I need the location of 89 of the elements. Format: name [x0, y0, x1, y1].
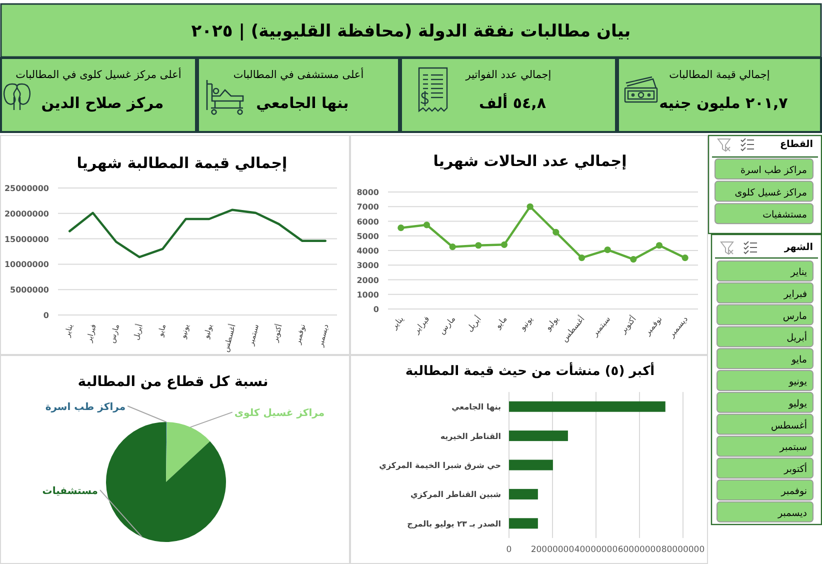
- button: مارس: [716, 304, 814, 326]
- x-tick-label: يوليو: [543, 314, 560, 333]
- y-tick-label: 4000: [356, 246, 380, 256]
- x-tick-label: نوفمبر: [642, 314, 664, 338]
- pie-slice: [106, 422, 226, 542]
- x-tick-label: فبراير: [411, 314, 432, 336]
- x-tick-label: مايو: [492, 314, 509, 332]
- text: الشهر: [783, 242, 813, 253]
- x-tick-label: 40000000: [574, 545, 618, 555]
- button: ديسمبر: [716, 501, 814, 522]
- y-tick-label: 5000: [356, 232, 380, 241]
- y-tick-label: بنها الجامعي: [452, 402, 501, 412]
- text: مركز صلاح الدين: [41, 94, 164, 112]
- button: فبراير: [716, 282, 814, 304]
- button: مراكز طب اسرة: [714, 158, 814, 180]
- bar: [509, 460, 553, 470]
- x-tick-label: يونيو: [517, 314, 535, 333]
- point: [552, 228, 560, 236]
- text: أعلى مستشفى في المطالبات: [233, 67, 364, 81]
- y-tick-label: 2000: [356, 276, 380, 285]
- button: مايو: [716, 348, 814, 370]
- x-tick-label: ديسمبر: [666, 314, 690, 340]
- text: إجمالي قيمة المطالبات: [669, 69, 770, 81]
- x-tick-label: 20000000: [530, 545, 574, 555]
- button: سبتمبر: [716, 436, 814, 457]
- text: ٥٤,٨ ألف: [478, 93, 546, 112]
- x-tick-label: يناير: [389, 314, 406, 332]
- y-tick-label: 8000: [356, 188, 380, 197]
- button: أكتوبر: [716, 458, 814, 479]
- point: [604, 246, 611, 254]
- point: [475, 242, 482, 249]
- text: بيان مطالبات نفقة الدولة (محافظة القليوبية) | ٢٠٢٥: [191, 22, 631, 42]
- point: [526, 203, 534, 210]
- pie-slice: [166, 422, 210, 482]
- point: [682, 254, 688, 262]
- point: [656, 242, 663, 249]
- x-tick-label: 60000000: [618, 545, 662, 555]
- slice-label: مستشفيات: [42, 486, 98, 497]
- x-tick-label: أبريل: [464, 314, 483, 334]
- line-series: [68, 208, 326, 258]
- y-tick-label: 10000000: [4, 260, 50, 270]
- y-tick-label: شبين القناطر المركزي: [410, 490, 502, 500]
- text: ٢٠١,٧ مليون جنيه: [659, 94, 788, 112]
- y-tick-label: 15000000: [4, 234, 50, 244]
- point: [398, 224, 404, 232]
- bar: [509, 430, 568, 442]
- point: [500, 241, 508, 248]
- slice-label: مراكز طب اسرة: [45, 402, 126, 413]
- button: مستشفيات: [714, 203, 814, 224]
- y-tick-label: 6000: [356, 217, 380, 226]
- button: نوفمبر: [716, 480, 814, 500]
- y-tick-label: 25000000: [4, 184, 50, 193]
- y-tick-label: القناطر الخيريه: [440, 432, 502, 441]
- x-tick-label: مارس: [437, 314, 458, 336]
- button: يونيو: [716, 370, 814, 391]
- button: أبريل: [716, 326, 814, 348]
- chart-title: إجمالي قيمة المطالبة شهريا: [76, 154, 288, 172]
- x-tick-label: 80000000: [661, 545, 705, 555]
- y-tick-label: 0: [373, 305, 380, 314]
- button: مراكز غسيل كلوى: [714, 180, 814, 202]
- button: يوليو: [716, 392, 814, 413]
- bar: [509, 488, 538, 500]
- y-tick-label: 3000: [356, 261, 380, 270]
- slice-label: مراكز غسيل كلوى: [234, 408, 325, 420]
- text: أعلى مركز غسيل كلوى في المطالبات: [16, 67, 182, 81]
- y-tick-label: 5000000: [10, 286, 50, 295]
- point: [423, 222, 430, 228]
- x-tick-label: 0: [506, 545, 512, 555]
- button: يناير: [716, 260, 814, 282]
- y-tick-label: 20000000: [4, 209, 50, 218]
- x-tick-label: أغسطس: [559, 314, 586, 344]
- y-tick-label: الصدر بـ ٢٣ يوليو بالمرج: [407, 519, 502, 528]
- chart-title: نسبة كل قطاع من المطالبة: [78, 374, 268, 390]
- x-tick-label: أكتوبر: [617, 314, 638, 336]
- text: القطاع: [780, 139, 813, 150]
- text: إجمالي عدد الفواتير: [464, 69, 552, 81]
- point: [578, 254, 586, 262]
- chart-title: إجمالي عدد الحالات شهريا: [433, 152, 627, 170]
- text: بنها الجامعي: [256, 94, 349, 112]
- bar: [509, 518, 538, 529]
- y-tick-label: 1000: [356, 290, 380, 300]
- chart-title: أكبر (٥) منشأت من حيث قيمة المطالبة: [405, 362, 655, 379]
- point: [630, 256, 637, 263]
- point: [449, 244, 456, 250]
- button: أغسطس: [716, 414, 814, 435]
- bar: [509, 401, 666, 412]
- y-tick-label: 7000: [356, 202, 380, 212]
- x-tick-label: سبتمبر: [590, 314, 612, 339]
- y-tick-label: حي شرق شبرا الخيمة المركزي: [379, 461, 502, 470]
